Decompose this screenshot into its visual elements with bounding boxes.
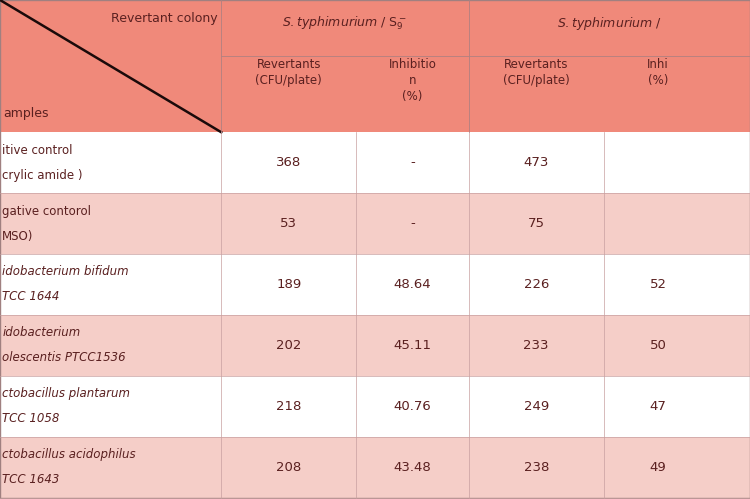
Text: idobacterium: idobacterium [2, 326, 80, 339]
Text: 48.64: 48.64 [394, 278, 431, 291]
Text: Inhi
(%): Inhi (%) [647, 58, 669, 87]
Text: TCC 1644: TCC 1644 [2, 290, 60, 303]
Bar [0, 254, 750, 315]
Text: gative contorol: gative contorol [2, 205, 92, 218]
Text: 233: 233 [524, 339, 549, 352]
Text: Revertants
(CFU/plate): Revertants (CFU/plate) [255, 58, 322, 87]
Text: 218: 218 [276, 400, 302, 413]
Text: 189: 189 [276, 278, 302, 291]
Text: 49: 49 [650, 461, 667, 474]
Text: crylic amide ): crylic amide ) [2, 169, 82, 182]
Bar [0, 193, 750, 254]
Bar [0, 437, 750, 498]
Text: 202: 202 [276, 339, 302, 352]
Text: 208: 208 [276, 461, 302, 474]
Text: $\mathit{S. typhimurium}$ /: $\mathit{S. typhimurium}$ / [557, 15, 662, 32]
Text: 40.76: 40.76 [394, 400, 431, 413]
Text: 45.11: 45.11 [394, 339, 431, 352]
Text: ctobacillus plantarum: ctobacillus plantarum [2, 387, 130, 400]
Text: 473: 473 [524, 156, 549, 169]
Text: 47: 47 [650, 400, 667, 413]
Text: olescentis PTCC1536: olescentis PTCC1536 [2, 351, 126, 364]
Text: 53: 53 [280, 217, 297, 230]
Text: 75: 75 [528, 217, 544, 230]
Bar [0, 0, 750, 132]
Text: TCC 1643: TCC 1643 [2, 473, 60, 486]
Text: 226: 226 [524, 278, 549, 291]
Text: amples: amples [4, 107, 50, 120]
Text: 52: 52 [650, 278, 667, 291]
Text: 238: 238 [524, 461, 549, 474]
Text: MSO): MSO) [2, 230, 34, 243]
Text: idobacterium bifidum: idobacterium bifidum [2, 265, 129, 278]
Text: 368: 368 [276, 156, 302, 169]
Text: $\mathit{S. typhimurium}$ / S$_9^-$: $\mathit{S. typhimurium}$ / S$_9^-$ [283, 15, 407, 32]
Text: 249: 249 [524, 400, 549, 413]
Text: Inhibitio
n
(%): Inhibitio n (%) [388, 58, 436, 103]
Text: Revertants
(CFU/plate): Revertants (CFU/plate) [503, 58, 570, 87]
Text: 50: 50 [650, 339, 667, 352]
Text: TCC 1058: TCC 1058 [2, 412, 60, 425]
Text: 43.48: 43.48 [394, 461, 431, 474]
Text: Revertant colony: Revertant colony [111, 12, 218, 25]
Bar [0, 315, 750, 376]
Text: ctobacillus acidophilus: ctobacillus acidophilus [2, 448, 136, 461]
Text: -: - [410, 217, 415, 230]
Text: itive control: itive control [2, 144, 73, 157]
Text: -: - [410, 156, 415, 169]
Bar [0, 132, 750, 193]
Bar [0, 376, 750, 437]
